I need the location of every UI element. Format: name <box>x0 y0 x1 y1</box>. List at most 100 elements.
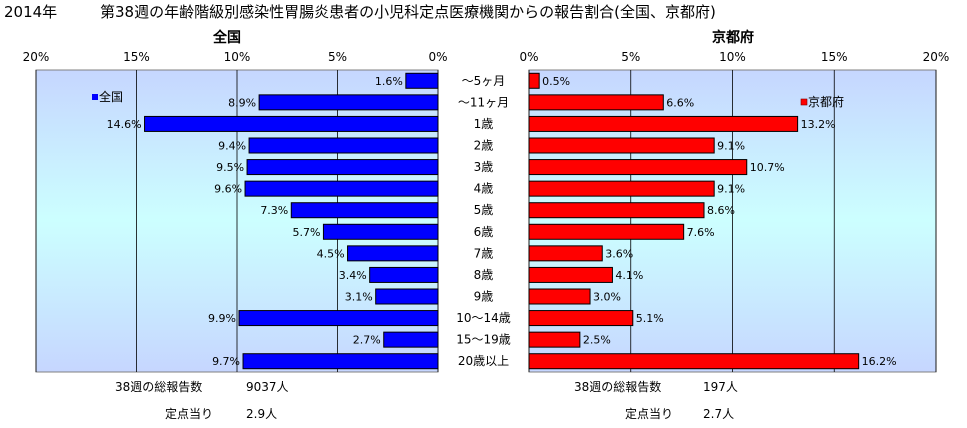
left-per-value: 2.9人 <box>246 407 277 421</box>
category-label: 9歳 <box>474 290 494 304</box>
right-bar-label: 8.6% <box>707 204 735 217</box>
left-bar-label: 8.9% <box>228 96 256 109</box>
left-bar-label: 14.6% <box>107 118 142 131</box>
right-tick-label: 10% <box>719 50 746 64</box>
right-bar-label: 10.7% <box>750 161 785 174</box>
right-bar-label: 7.6% <box>687 226 715 239</box>
left-panel-title: 全国 <box>212 29 241 46</box>
right-bar <box>528 331 581 348</box>
left-tick-label: 0% <box>428 50 447 64</box>
left-tick-label: 15% <box>123 50 150 64</box>
bars: 1.6% 0.5% 8.9% 6.6% 14.6% 13.2% 9.4% 9.1% 9.5% 10… <box>107 72 897 370</box>
right-bar-label: 2.5% <box>583 334 611 347</box>
category-label: 6歳 <box>474 225 494 239</box>
left-bar-label: 7.3% <box>260 204 288 217</box>
right-bar-label: 6.6% <box>666 96 694 109</box>
right-bar-label: 3.6% <box>605 247 633 260</box>
left-tick-label: 10% <box>224 50 251 64</box>
left-bar <box>248 137 439 154</box>
left-bar <box>238 310 439 327</box>
axis-ticks: 0% 0% 5% 5% 10% 10% 15% 15% 20% 20% <box>23 50 950 64</box>
right-bar <box>528 202 705 219</box>
left-bar <box>144 115 439 132</box>
right-tick-label: 5% <box>621 50 640 64</box>
left-tick-label: 20% <box>23 50 50 64</box>
right-bar <box>528 159 748 176</box>
right-bar <box>528 223 685 240</box>
left-bar <box>244 180 439 197</box>
category-label: ～11ヶ月 <box>458 95 509 109</box>
left-bar-label: 1.6% <box>375 75 403 88</box>
right-legend-label: 京都府 <box>808 94 844 109</box>
chart-year: 2014年 <box>4 3 57 21</box>
right-bar <box>528 288 591 305</box>
left-bar <box>369 266 439 283</box>
category-label: 3歳 <box>474 160 494 174</box>
left-bar <box>375 288 439 305</box>
left-bar <box>242 353 439 370</box>
right-legend: 京都府 <box>800 94 844 109</box>
left-bar-label: 9.9% <box>208 312 236 325</box>
category-label: 4歳 <box>474 182 494 196</box>
left-bar <box>383 331 439 348</box>
left-bar-label: 3.4% <box>339 269 367 282</box>
right-tick-label: 0% <box>519 50 538 64</box>
right-tick-label: 20% <box>923 50 950 64</box>
left-bar-label: 9.7% <box>212 355 240 368</box>
right-bar <box>528 115 799 132</box>
left-tick-label: 5% <box>328 50 347 64</box>
left-bar-label: 9.4% <box>218 140 246 153</box>
left-legend-label: 全国 <box>99 89 123 104</box>
left-total-value: 9037人 <box>246 380 289 394</box>
right-total-label: 38週の総報告数 <box>574 379 661 394</box>
left-total-label: 38週の総報告数 <box>115 379 202 394</box>
right-panel-title: 京都府 <box>712 29 754 46</box>
right-bar <box>528 72 540 89</box>
right-bar-label: 9.1% <box>717 140 745 153</box>
right-bar <box>528 353 860 370</box>
left-bar <box>322 223 439 240</box>
left-bar-label: 2.7% <box>353 334 381 347</box>
left-bar-label: 9.5% <box>216 161 244 174</box>
category-label: 15～19歳 <box>456 333 511 347</box>
right-bar-label: 4.1% <box>615 269 643 282</box>
category-labels: ～5ヶ月 ～11ヶ月 1歳 2歳 3歳 4歳 5歳 6歳 7歳 8歳 9歳 10～14歳 15～19歳 2… <box>456 74 511 368</box>
right-bar <box>528 137 715 154</box>
left-bar <box>246 159 439 176</box>
right-bar-label: 3.0% <box>593 291 621 304</box>
left-bar-label: 9.6% <box>214 183 242 196</box>
right-bar-label: 0.5% <box>542 75 570 88</box>
chart-title: 第38週の年齢階級別感染性胃腸炎患者の小児科定点医療機関からの報告割合(全国、京… <box>100 3 716 21</box>
right-bar <box>528 245 603 262</box>
right-bar-label: 9.1% <box>717 183 745 196</box>
left-bar <box>405 72 439 89</box>
left-bar <box>347 245 439 262</box>
right-bar-label: 13.2% <box>801 118 836 131</box>
left-bar <box>290 202 439 219</box>
right-bar-label: 5.1% <box>636 312 664 325</box>
left-bar-label: 4.5% <box>317 247 345 260</box>
right-per-label: 定点当り <box>625 406 673 421</box>
left-legend-swatch <box>92 94 98 100</box>
right-bar <box>528 94 664 111</box>
left-bar-label: 3.1% <box>345 291 373 304</box>
category-label: 8歳 <box>474 268 494 282</box>
left-per-label: 定点当り <box>165 406 213 421</box>
right-bar-label: 16.2% <box>862 355 897 368</box>
right-bar <box>528 180 715 197</box>
right-bar <box>528 310 634 327</box>
right-total-value: 197人 <box>703 380 738 394</box>
left-bar-label: 5.7% <box>292 226 320 239</box>
category-label: ～5ヶ月 <box>462 74 506 88</box>
category-label: 2歳 <box>474 139 494 153</box>
left-legend: 全国 <box>92 89 123 104</box>
right-legend-swatch <box>800 98 808 106</box>
right-tick-label: 15% <box>821 50 848 64</box>
category-label: 20歳以上 <box>458 354 509 368</box>
category-label: 10～14歳 <box>456 311 511 325</box>
category-label: 5歳 <box>474 203 494 217</box>
category-label: 1歳 <box>474 117 494 131</box>
category-label: 7歳 <box>474 246 494 260</box>
right-bar <box>528 266 613 283</box>
